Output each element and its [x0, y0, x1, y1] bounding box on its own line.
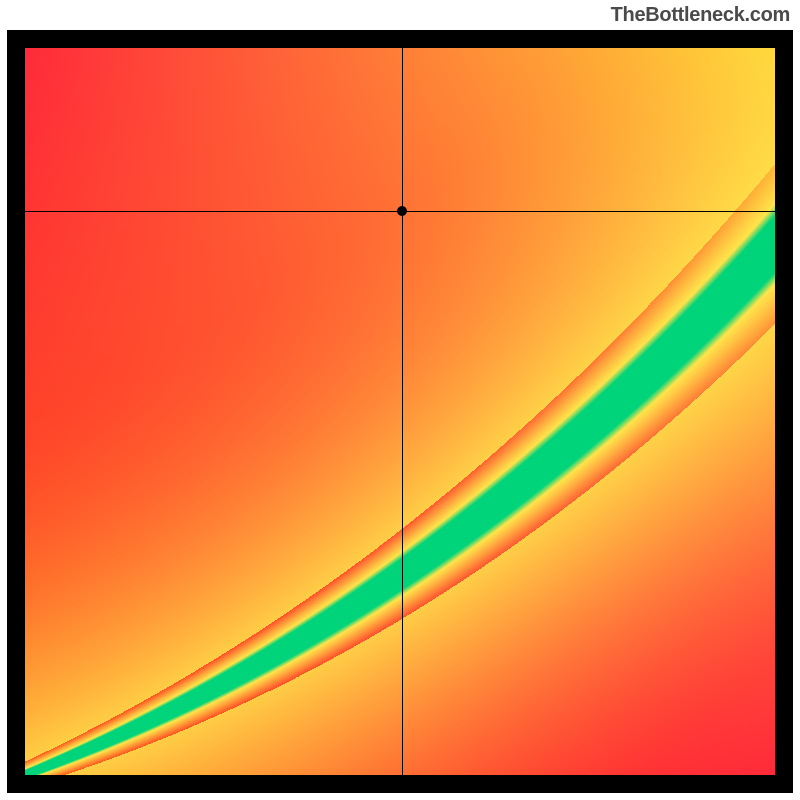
heatmap-canvas — [25, 48, 775, 775]
crosshair-vertical — [402, 30, 403, 793]
crosshair-marker — [397, 206, 407, 216]
chart-container: TheBottleneck.com — [0, 0, 800, 800]
watermark-text: TheBottleneck.com — [611, 4, 790, 27]
